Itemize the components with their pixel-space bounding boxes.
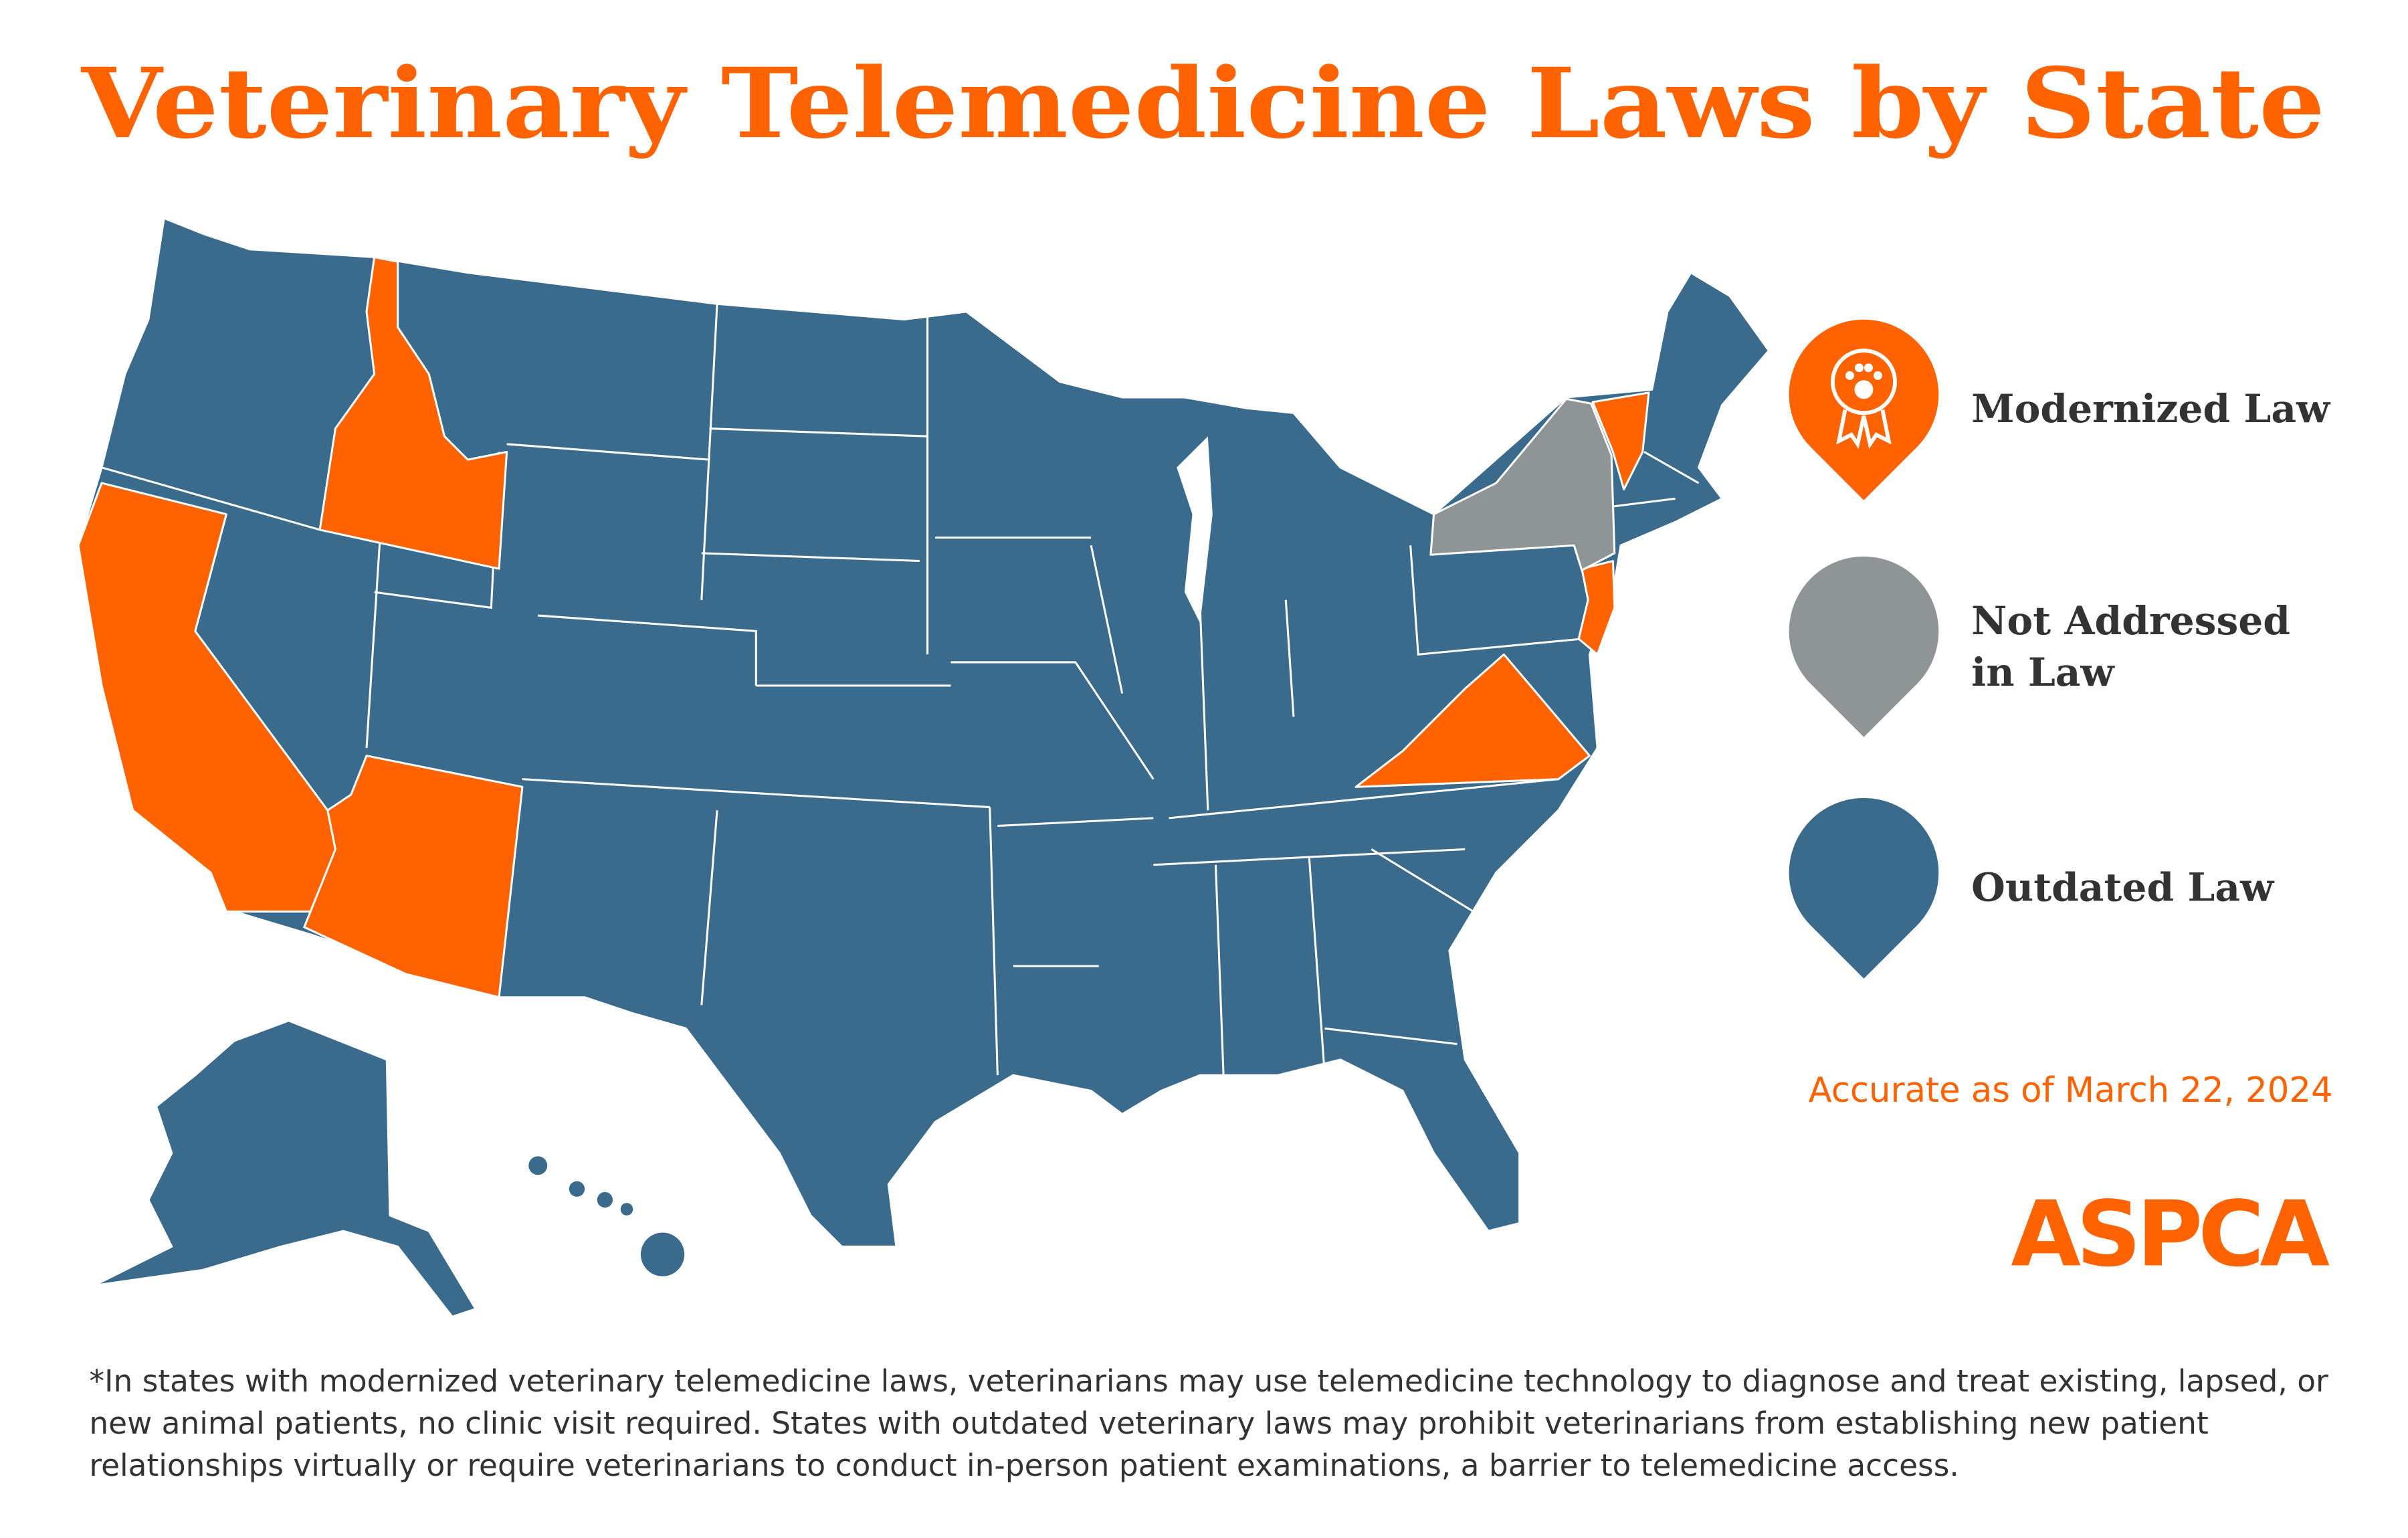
idaho [318,256,508,570]
accuracy-note: Accurate as of March 22, 2024 [1809,1070,2333,1111]
footnote: *In states with modernized veterinary te… [89,1363,2328,1483]
virginia [1354,653,1591,788]
paw-toe [1845,371,1855,380]
legend-pin [1789,556,1939,737]
legend: Modernized Law Not Addressed in Law Outdate… [1789,319,2331,979]
logo: ASPCA [2011,1181,2329,1286]
badge-ribbon [1836,409,1892,450]
paw-toe [1854,363,1864,373]
legend-label: Not Addressed [1971,597,2290,644]
paw-toe [1873,371,1882,380]
lake [1177,436,1213,623]
legend-label: Outdated Law [1971,864,2275,910]
arizona [303,755,524,999]
paw-toe [1864,363,1873,373]
vermont [1591,391,1650,490]
alaska [92,1020,477,1318]
us-map [77,217,1770,1318]
legend-pin [1789,797,1939,979]
title: Veterinary Telemedicine Laws by State [81,47,2325,161]
footnote-line: relationships virtually or require veter… [89,1448,1959,1483]
legend-label: Modernized Law [1971,385,2331,431]
footnote-line: *In states with modernized veterinary te… [89,1363,2328,1399]
badge-ring [1830,349,1897,415]
new-jersey [1577,560,1616,656]
paw-pad [1854,380,1874,399]
legend-label: in Law [1971,649,2115,695]
hawaii [528,1156,685,1276]
footnote-line: new animal patients, no clinic visit req… [89,1406,2208,1441]
legend-pin [1789,319,1939,500]
new-york [1429,397,1616,572]
california [77,482,336,913]
state-borders [101,262,1700,1076]
